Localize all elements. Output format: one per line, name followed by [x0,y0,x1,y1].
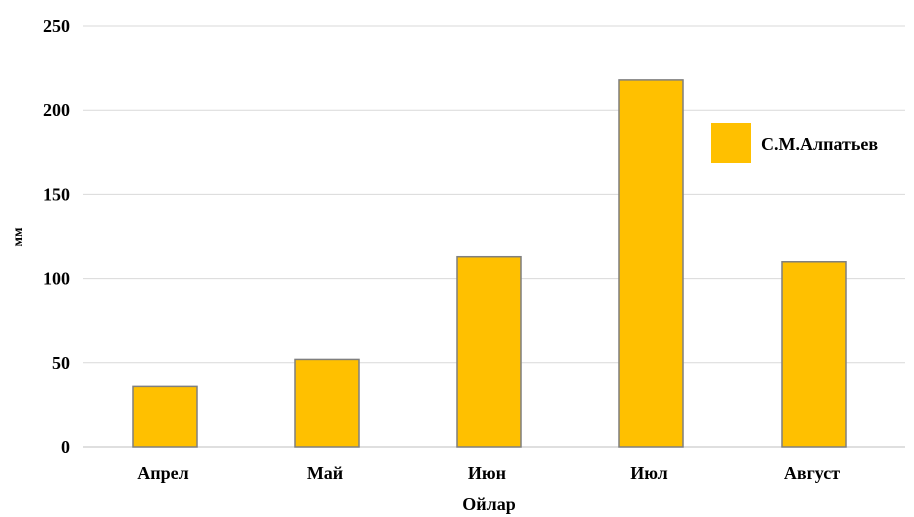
x-tick-label: Август [784,463,840,483]
y-tick-label: 50 [52,353,70,373]
y-axis-ticks: 0 50 100 150 200 250 [43,16,70,457]
x-axis-title: Ойлар [462,494,515,514]
bar-3 [618,79,684,448]
legend-label: С.М.Алпатьев [761,134,878,154]
bar-1 [294,358,360,448]
bar-0 [132,385,198,448]
x-tick-label: Май [307,463,343,483]
legend-swatch [711,123,751,163]
y-axis-title: мм [11,227,26,247]
bars [132,79,847,448]
legend: С.М.Алпатьев [711,123,878,163]
y-tick-label: 100 [43,269,70,289]
x-tick-label: Июл [630,463,667,483]
bar-2 [456,255,522,448]
x-axis-ticks: Апрел Май Июн Июл Август [137,463,840,483]
y-tick-label: 150 [43,184,70,204]
x-tick-label: Июн [468,463,506,483]
y-tick-label: 250 [43,16,70,36]
bar-4 [781,261,847,448]
y-tick-label: 200 [43,100,70,120]
y-tick-label: 0 [61,437,70,457]
x-tick-label: Апрел [137,463,188,483]
